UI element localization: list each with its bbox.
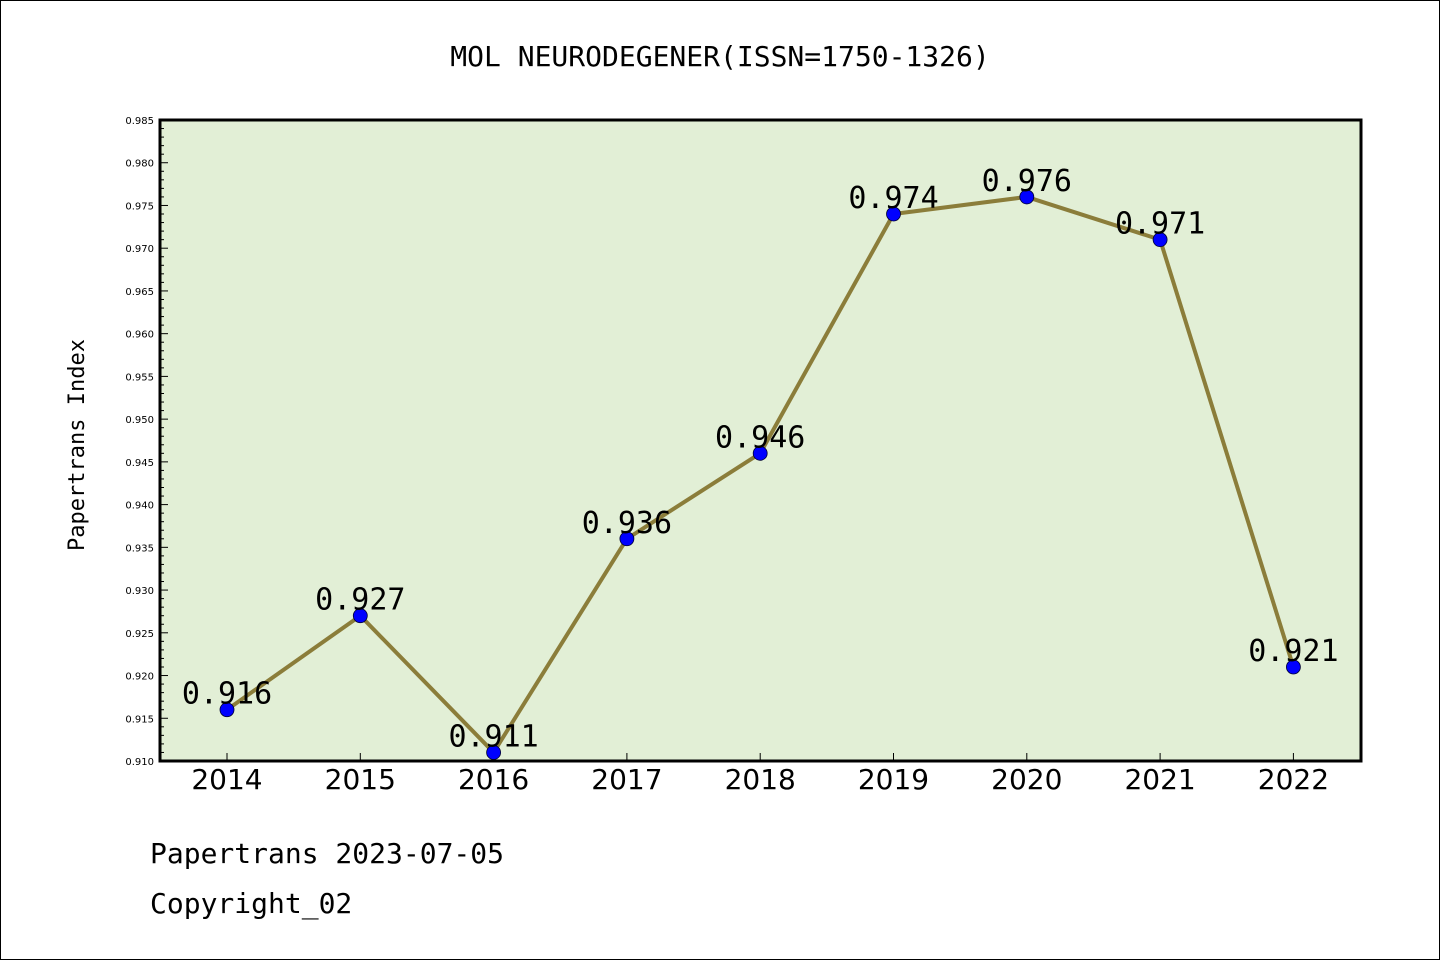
data-label: 0.976	[982, 164, 1072, 199]
y-tick-label: 0.940	[125, 501, 154, 512]
x-axis: 2014 2015 2016 2017 2018 2019 2020 2021 2022	[191, 753, 1329, 796]
y-tick-label: 0.925	[125, 629, 154, 640]
data-label: 0.936	[582, 506, 672, 541]
data-point	[1286, 659, 1301, 675]
data-label: 0.916	[182, 677, 272, 712]
x-tick-label: 2015	[325, 763, 396, 796]
data-point	[752, 445, 768, 461]
x-tick-label: 2016	[458, 763, 529, 796]
x-tick-label: 2017	[591, 763, 662, 796]
data-point	[352, 608, 368, 624]
series-layer	[219, 189, 1301, 760]
x-tick-label: 2018	[725, 763, 796, 796]
data-point	[219, 702, 235, 718]
data-label: 0.971	[1115, 207, 1205, 242]
y-tick-label: 0.960	[125, 330, 154, 341]
y-tick-label: 0.965	[125, 287, 154, 298]
data-label: 0.921	[1248, 634, 1338, 669]
data-point	[486, 745, 502, 760]
x-tick-label: 2019	[858, 763, 929, 796]
y-tick-label: 0.980	[125, 159, 154, 170]
y-tick-label: 0.950	[125, 415, 154, 426]
data-label: 0.946	[715, 420, 805, 455]
data-point	[1152, 232, 1168, 248]
x-tick-label: 2022	[1258, 763, 1329, 796]
y-tick-label: 0.930	[125, 586, 154, 597]
data-label: 0.927	[315, 583, 405, 618]
y-tick-label: 0.975	[125, 201, 154, 212]
x-tick-label: 2021	[1124, 763, 1195, 796]
y-tick-label: 0.955	[125, 372, 154, 383]
y-tick-label: 0.915	[125, 714, 154, 725]
y-axis: 0.910 0.915 0.920 0.925 0.930 0.935 0.940 0.945…	[125, 116, 168, 768]
y-axis-label: Papertrans Index	[65, 339, 90, 551]
x-tick-label: 2014	[191, 763, 262, 796]
footer-copyright: Copyright_02	[150, 887, 352, 921]
data-point	[886, 206, 901, 222]
data-point	[1019, 189, 1035, 205]
plot-area	[158, 118, 1363, 763]
y-tick-label: 0.985	[125, 116, 154, 127]
data-point	[619, 531, 635, 547]
data-labels-layer: 0.916 0.927 0.911 0.936 0.946 0.974 0.976 0.971…	[182, 164, 1339, 755]
y-tick-label: 0.970	[125, 244, 154, 255]
data-label: 0.974	[848, 181, 938, 216]
y-tick-label: 0.945	[125, 458, 154, 469]
y-tick-label: 0.920	[125, 672, 154, 683]
chart-title: MOL NEURODEGENER(ISSN=1750-1326)	[450, 40, 989, 73]
y-tick-label: 0.935	[125, 543, 154, 554]
footer-date: Papertrans 2023-07-05	[150, 837, 504, 870]
y-tick-label: 0.910	[125, 757, 154, 768]
x-tick-label: 2020	[991, 763, 1062, 796]
data-label: 0.911	[448, 719, 538, 754]
